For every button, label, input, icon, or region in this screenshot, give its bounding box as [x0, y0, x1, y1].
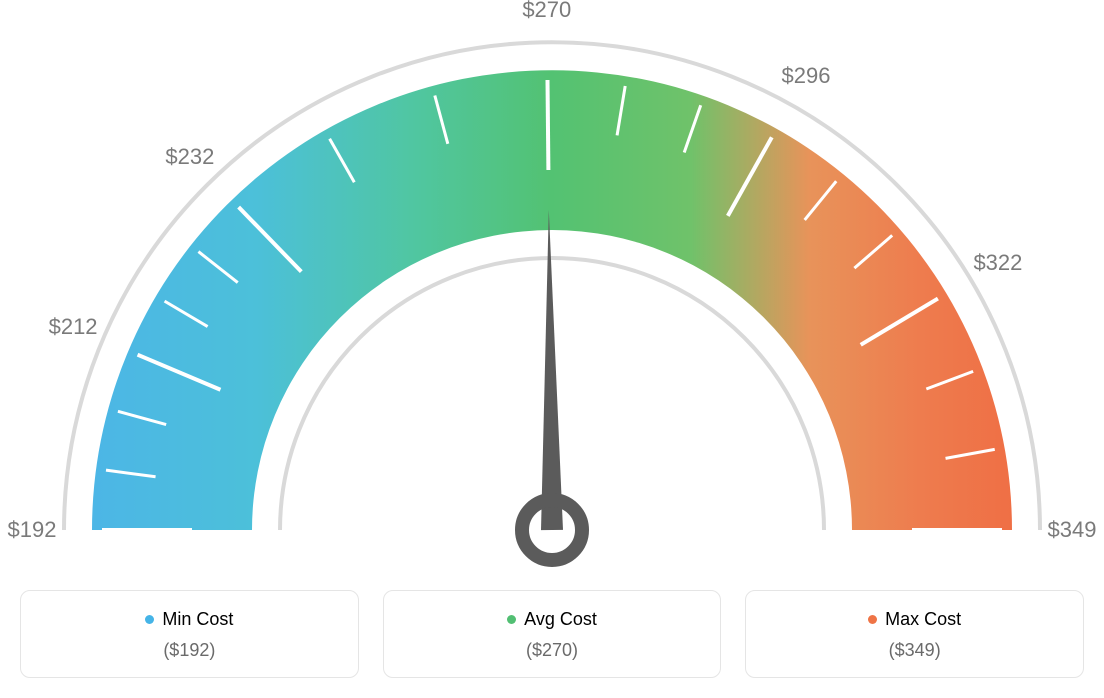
legend-dot-max	[868, 615, 877, 624]
legend-label-avg: Avg Cost	[507, 609, 597, 630]
legend-card-min: Min Cost ($192)	[20, 590, 359, 678]
legend-card-max: Max Cost ($349)	[745, 590, 1084, 678]
legend-text-max: Max Cost	[885, 609, 961, 630]
legend-dot-min	[145, 615, 154, 624]
legend-label-max: Max Cost	[868, 609, 961, 630]
legend-label-min: Min Cost	[145, 609, 233, 630]
legend-value-max: ($349)	[746, 640, 1083, 661]
gauge-tick-label: $192	[8, 517, 57, 543]
legend-card-avg: Avg Cost ($270)	[383, 590, 722, 678]
gauge-tick-label: $349	[1048, 517, 1097, 543]
legend-row: Min Cost ($192) Avg Cost ($270) Max Cost…	[20, 590, 1084, 678]
gauge-tick-label: $296	[781, 63, 830, 89]
legend-text-avg: Avg Cost	[524, 609, 597, 630]
legend-text-min: Min Cost	[162, 609, 233, 630]
gauge-tick-label: $270	[522, 0, 571, 23]
gauge-tick-label: $322	[973, 250, 1022, 276]
gauge-chart: $192$212$232$270$296$322$349	[20, 20, 1084, 580]
legend-value-min: ($192)	[21, 640, 358, 661]
gauge-tick-label: $212	[49, 314, 98, 340]
gauge-svg	[20, 20, 1084, 580]
legend-value-avg: ($270)	[384, 640, 721, 661]
legend-dot-avg	[507, 615, 516, 624]
gauge-tick-label: $232	[165, 144, 214, 170]
chart-container: $192$212$232$270$296$322$349 Min Cost ($…	[20, 20, 1084, 678]
